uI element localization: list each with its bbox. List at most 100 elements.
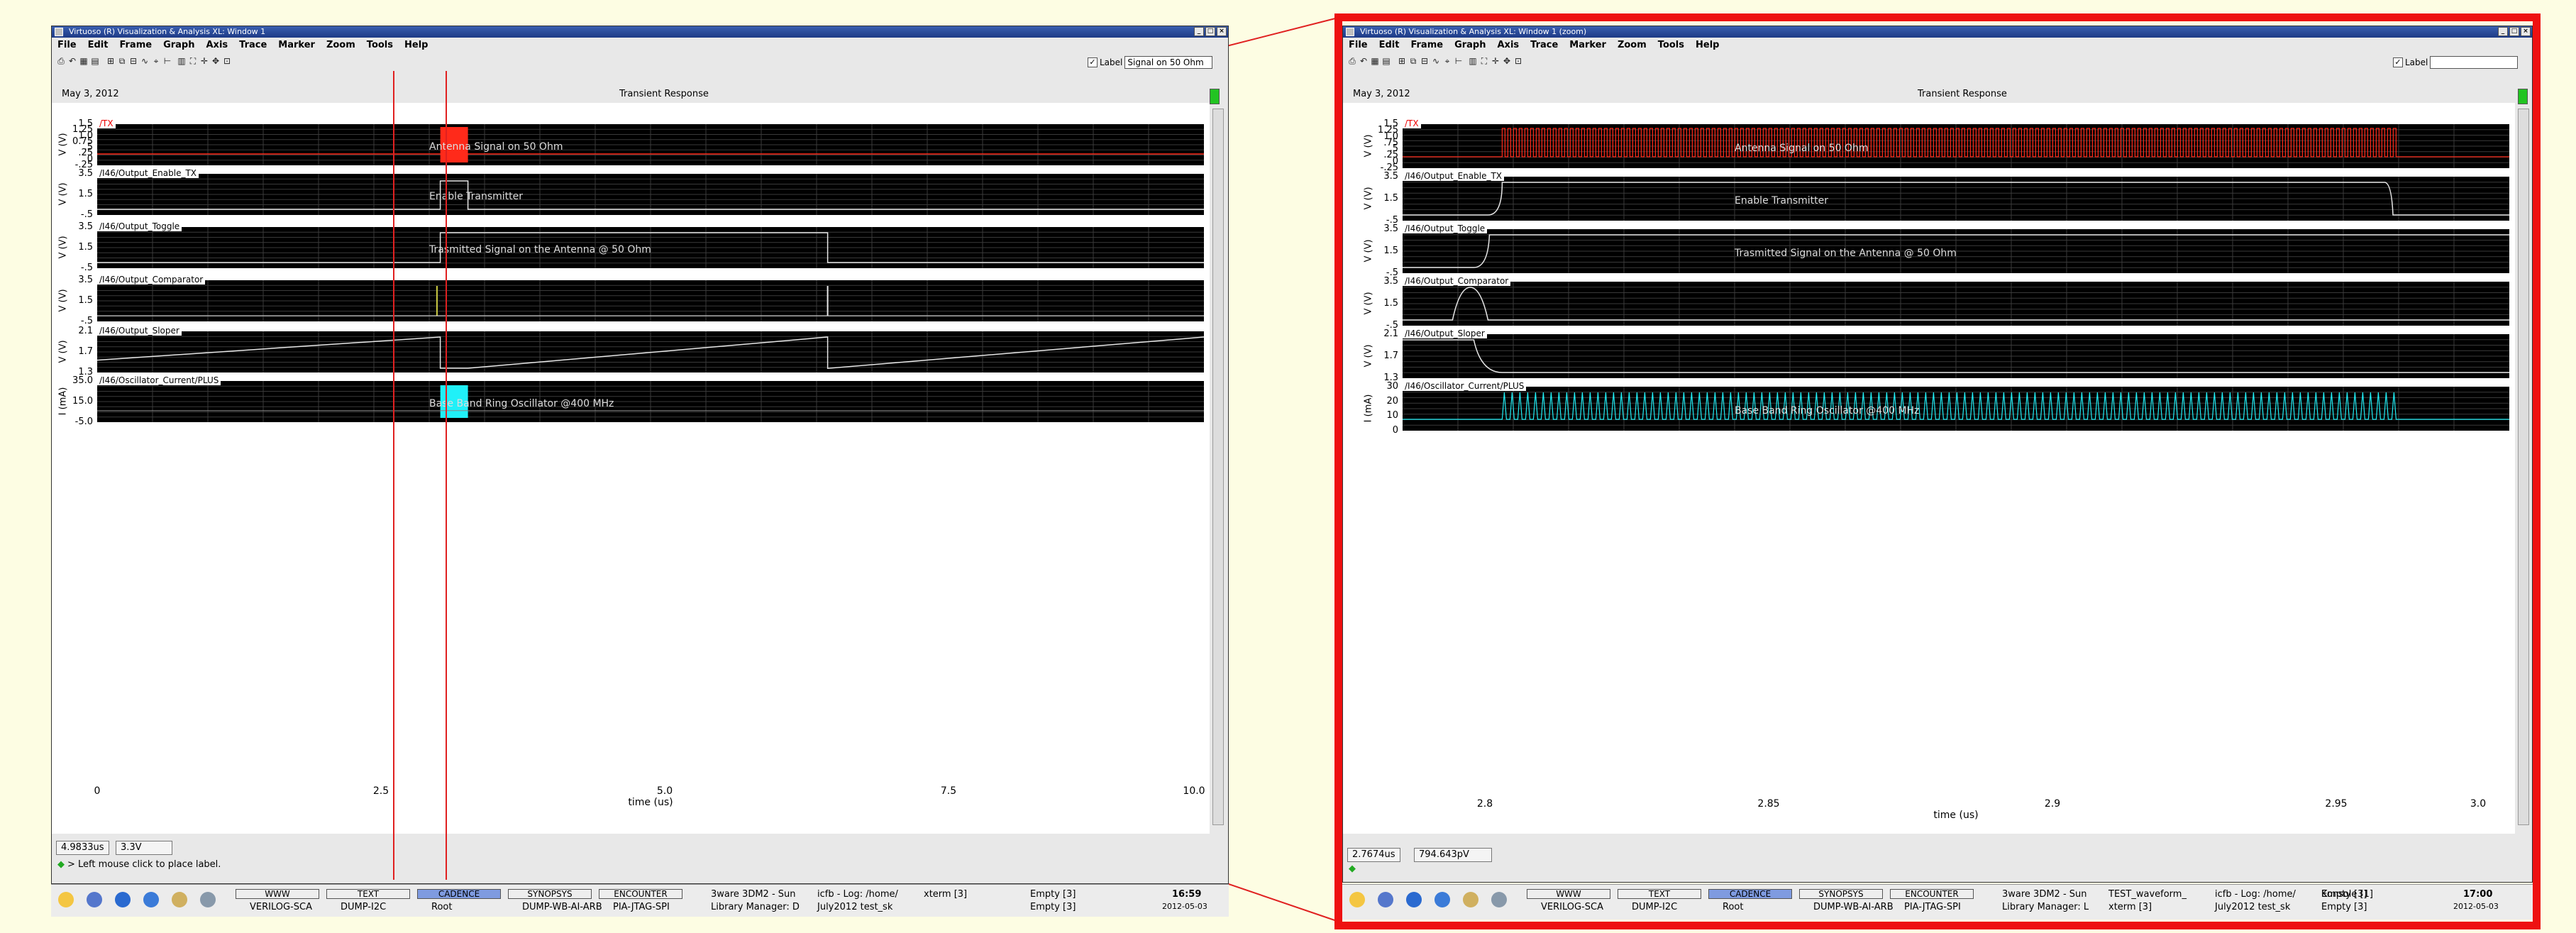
curve-icon[interactable]: ∿ — [140, 56, 149, 66]
workspace-button[interactable]: CADENCE — [1708, 889, 1792, 899]
task-entry[interactable]: icfb - Log: /home/ — [2215, 889, 2296, 900]
workspace-label[interactable]: Root — [1723, 902, 1744, 912]
cursor-line-a[interactable] — [393, 71, 394, 880]
vertical-scrollbar[interactable] — [1212, 109, 1224, 825]
task-entry-empty[interactable]: Empty [3] — [1030, 902, 1076, 912]
menu-tools[interactable]: Tools — [366, 40, 393, 50]
workspace-button[interactable]: ENCOUNTER — [599, 889, 682, 899]
plot-area[interactable]: /TX Antenna Signal on 50 Ohm 1.5 1.25 1.0 0.7… — [52, 103, 1210, 834]
close-button[interactable]: × — [2521, 27, 2531, 36]
task-entry[interactable]: 3ware 3DM2 - Sun — [711, 889, 796, 900]
sun-icon[interactable] — [1349, 892, 1365, 907]
browser-icon[interactable] — [1435, 892, 1450, 907]
menu-file[interactable]: File — [57, 40, 77, 50]
minimize-button[interactable]: _ — [2498, 27, 2508, 36]
zoom-fit-icon[interactable]: ⛶ — [189, 56, 197, 66]
task-entry[interactable]: Library Manager: L — [2002, 902, 2089, 912]
waveform-panel[interactable]: /I46/Output_Toggle Trasmitted Signal on t… — [97, 221, 1204, 268]
curve-icon[interactable]: ∿ — [1432, 56, 1440, 66]
label-toggle[interactable]: ✓ Label Signal on 50 Ohm — [1088, 56, 1213, 69]
zoom-box-icon[interactable]: ⊡ — [1514, 56, 1522, 66]
browser-icon[interactable] — [143, 892, 159, 907]
waveform-panel[interactable]: /I46/Output_Sloper — [97, 326, 1204, 372]
strip-icon[interactable]: ⊞ — [106, 56, 115, 66]
menu-tools[interactable]: Tools — [1657, 40, 1684, 50]
undo-icon[interactable]: ↶ — [1359, 56, 1368, 66]
menu-trace[interactable]: Trace — [1530, 40, 1559, 50]
menu-axis[interactable]: Axis — [206, 40, 228, 50]
cursor-line-b[interactable] — [446, 71, 447, 880]
zoom-box-icon[interactable]: ⊡ — [223, 56, 231, 66]
workspace-button[interactable]: WWW — [1527, 889, 1610, 899]
minimize-button[interactable]: _ — [1194, 27, 1204, 36]
waveform-panel[interactable]: /I46/Output_Enable_TX Enable Transmitter — [1403, 171, 2509, 221]
marker-icon[interactable]: ⌖ — [1444, 56, 1450, 66]
menu-file[interactable]: File — [1349, 40, 1368, 50]
menu-help[interactable]: Help — [404, 40, 429, 50]
label-toggle[interactable]: ✓ Label — [2393, 56, 2519, 69]
task-entry[interactable]: 3ware 3DM2 - Sun — [2002, 889, 2087, 900]
table-icon[interactable]: ▥ — [1469, 56, 1477, 66]
grid-icon[interactable]: ▦ — [1371, 56, 1379, 66]
split-icon[interactable]: ⊟ — [1420, 56, 1429, 66]
grid-icon[interactable]: ▦ — [79, 56, 88, 66]
print-icon[interactable]: ⎙ — [57, 56, 65, 66]
undo-icon[interactable]: ↶ — [68, 56, 77, 66]
workspace-button[interactable]: CADENCE — [417, 889, 501, 899]
workspace-label[interactable]: DUMP-WB-AI-ARB — [1813, 902, 1894, 912]
menu-zoom[interactable]: Zoom — [326, 40, 355, 50]
label-checkbox[interactable]: ✓ — [1088, 57, 1098, 67]
maximize-button[interactable]: □ — [1205, 27, 1215, 36]
menu-frame[interactable]: Frame — [119, 40, 153, 50]
workspace-label[interactable]: PIA-JTAG-SPI — [613, 902, 670, 912]
stack-icon[interactable]: ▤ — [1382, 56, 1391, 66]
menu-marker[interactable]: Marker — [278, 40, 315, 50]
zoom-fit-icon[interactable]: ⛶ — [1481, 56, 1488, 66]
task-entry[interactable]: Library Manager: D — [711, 902, 800, 912]
workspace-label[interactable]: PIA-JTAG-SPI — [1904, 902, 1961, 912]
workspace-button[interactable]: TEXT — [326, 889, 410, 899]
task-entry-empty[interactable]: Empty [3] — [1030, 889, 1076, 900]
menu-frame[interactable]: Frame — [1410, 40, 1444, 50]
workspace-button[interactable]: TEXT — [1618, 889, 1701, 899]
overlay-icon[interactable]: ⧉ — [118, 56, 126, 66]
workspace-label[interactable]: DUMP-I2C — [1632, 902, 1678, 912]
close-button[interactable]: × — [1217, 27, 1227, 36]
plot-area[interactable]: /TX Antenna Signal on 50 Ohm 1.5 1.25 1.0.75… — [1343, 103, 2515, 834]
task-entry-empty[interactable]: Empty [3] — [2321, 902, 2367, 912]
menu-graph[interactable]: Graph — [163, 40, 195, 50]
overlay-icon[interactable]: ⧉ — [1410, 56, 1417, 66]
mail-icon[interactable] — [87, 892, 102, 907]
menu-axis[interactable]: Axis — [1497, 40, 1520, 50]
task-entry-empty[interactable]: Empty [3] — [2321, 889, 2367, 900]
task-entry[interactable]: TEST_waveform_ — [2108, 889, 2187, 900]
waveform-panel[interactable]: /I46/Oscillator_Current/PLUS Base Band Ri… — [97, 375, 1204, 422]
pan-icon[interactable]: ✥ — [211, 56, 220, 66]
waveform-panel[interactable]: /I46/Output_Comparator — [1403, 276, 2509, 326]
waveform-panel[interactable]: /TX Antenna Signal on 50 Ohm — [1403, 118, 2509, 168]
title-bar[interactable]: Virtuoso (R) Visualization & Analysis XL… — [52, 26, 1228, 38]
waveform-panel[interactable]: /I46/Output_Toggle Trasmitted Signal on t… — [1403, 223, 2509, 273]
folder-icon[interactable] — [172, 892, 187, 907]
title-bar[interactable]: Virtuoso (R) Visualization & Analysis XL… — [1343, 26, 2532, 38]
printer-icon[interactable] — [1491, 892, 1507, 907]
workspace-button[interactable]: SYNOPSYS — [508, 889, 592, 899]
menu-help[interactable]: Help — [1696, 40, 1720, 50]
maximize-button[interactable]: □ — [2509, 27, 2519, 36]
ruler-icon[interactable]: ⊢ — [1454, 56, 1463, 66]
task-entry[interactable]: Konsole [1] — [2321, 889, 2373, 900]
menu-edit[interactable]: Edit — [1378, 40, 1400, 50]
workspace-label[interactable]: DUMP-WB-AI-ARB — [522, 902, 602, 912]
mail-icon[interactable] — [1378, 892, 1393, 907]
workspace-label[interactable]: Root — [431, 902, 453, 912]
zoom-in-icon[interactable]: ✛ — [1491, 56, 1500, 66]
sun-icon[interactable] — [58, 892, 74, 907]
menu-edit[interactable]: Edit — [87, 40, 109, 50]
menu-zoom[interactable]: Zoom — [1617, 40, 1647, 50]
menu-trace[interactable]: Trace — [239, 40, 267, 50]
menu-graph[interactable]: Graph — [1454, 40, 1486, 50]
printer-icon[interactable] — [200, 892, 216, 907]
label-checkbox[interactable]: ✓ — [2393, 57, 2403, 67]
network-icon[interactable] — [115, 892, 131, 907]
workspace-label[interactable]: VERILOG-SCA — [1541, 902, 1603, 912]
